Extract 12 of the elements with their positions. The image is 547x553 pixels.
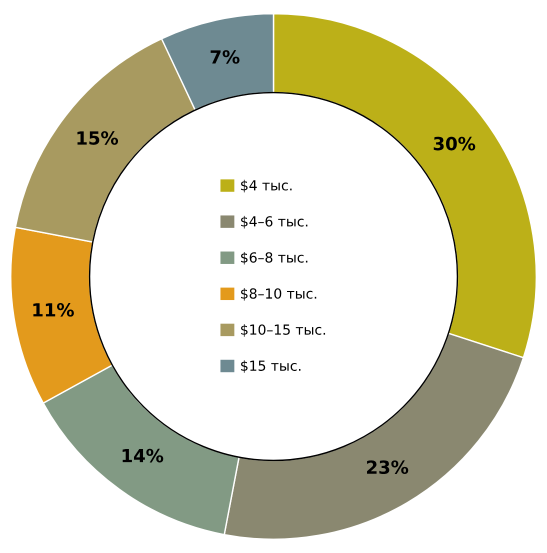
- data-label: 7%: [210, 50, 240, 64]
- data-label: 30%: [434, 136, 476, 150]
- legend-label: $4–6 тыс.: [241, 216, 308, 228]
- data-label: 11%: [33, 303, 74, 317]
- legend-label: $4 тыс.: [241, 180, 292, 192]
- legend-label: $10–15 тыс.: [241, 324, 326, 337]
- data-label: 14%: [122, 448, 164, 462]
- data-label: 23%: [367, 460, 408, 474]
- data-label: 15%: [77, 131, 118, 145]
- legend-label: $6–8 тыс.: [241, 252, 308, 265]
- legend-label: $8–10 тыс.: [241, 288, 316, 301]
- legend-label: $15 тыс.: [241, 360, 300, 373]
